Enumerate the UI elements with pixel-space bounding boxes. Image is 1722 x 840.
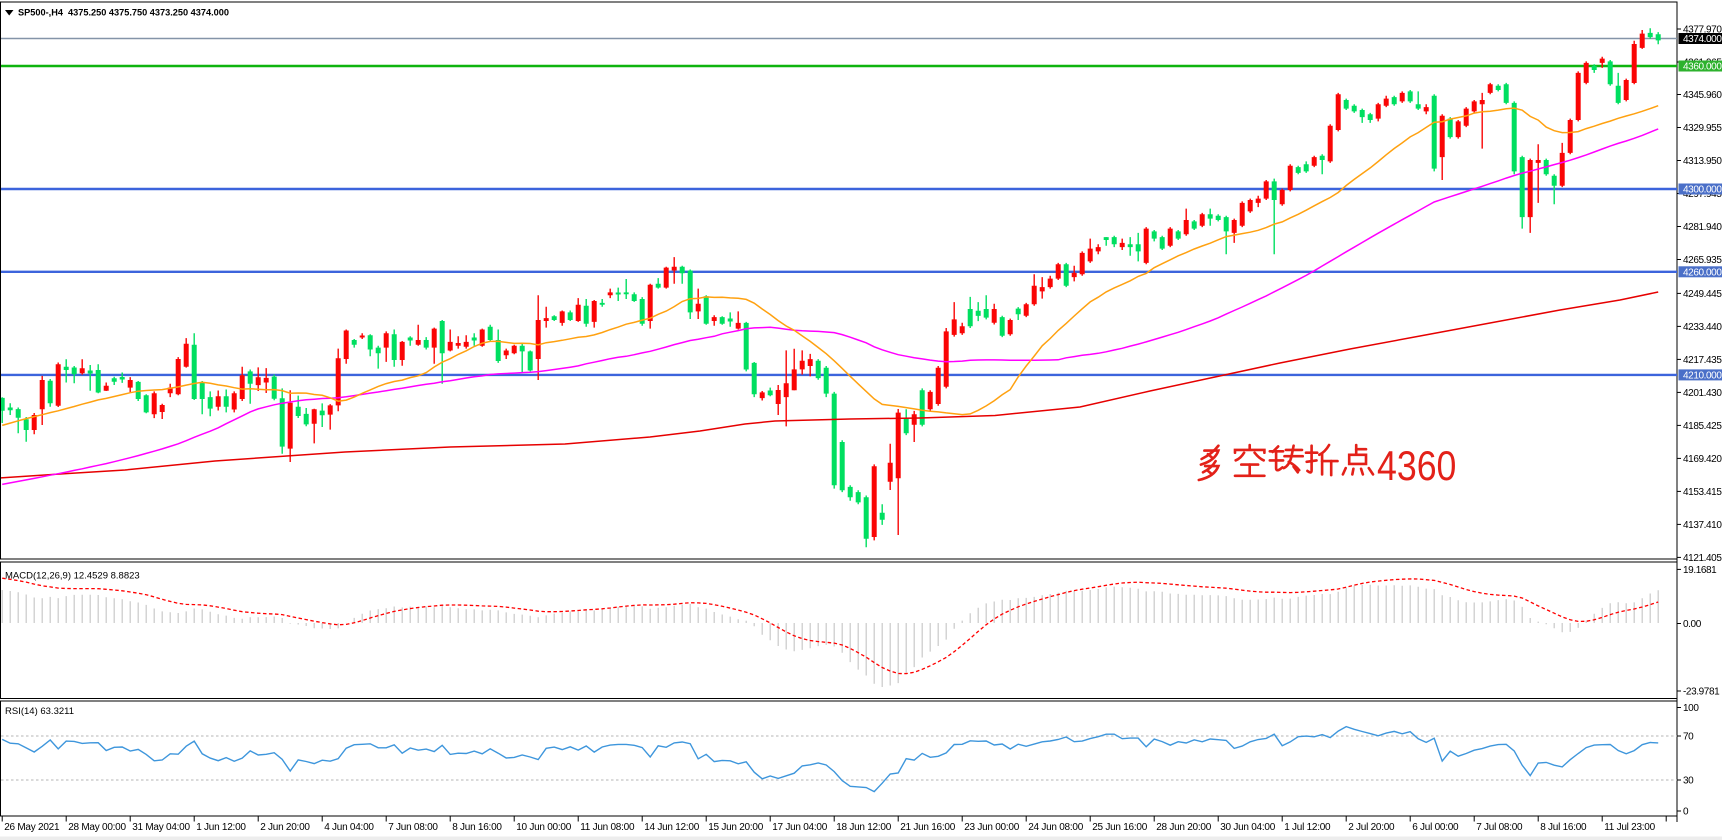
svg-text:25 Jun 16:00: 25 Jun 16:00 (1092, 822, 1148, 833)
svg-text:4265.935: 4265.935 (1683, 255, 1722, 266)
svg-text:28 May 00:00: 28 May 00:00 (68, 822, 126, 833)
svg-text:0.00: 0.00 (1683, 619, 1702, 630)
svg-text:4300.000: 4300.000 (1683, 185, 1722, 196)
svg-text:4249.445: 4249.445 (1683, 289, 1722, 300)
svg-text:4185.425: 4185.425 (1683, 421, 1722, 432)
svg-text:4 Jun 04:00: 4 Jun 04:00 (324, 822, 374, 833)
svg-text:4201.430: 4201.430 (1683, 388, 1722, 399)
svg-text:19.1681: 19.1681 (1683, 565, 1717, 576)
svg-text:4360.000: 4360.000 (1683, 62, 1722, 73)
svg-text:SP500-,H4 4375.250 4375.750 4: SP500-,H4 4375.250 4375.750 4373.250 437… (18, 8, 229, 18)
svg-text:23 Jun 00:00: 23 Jun 00:00 (964, 822, 1020, 833)
svg-text:18 Jun 12:00: 18 Jun 12:00 (836, 822, 892, 833)
svg-text:2 Jul 20:00: 2 Jul 20:00 (1348, 822, 1395, 833)
svg-text:8 Jun 16:00: 8 Jun 16:00 (452, 822, 502, 833)
svg-text:RSI(14) 63.3211: RSI(14) 63.3211 (5, 706, 74, 717)
svg-text:0: 0 (1683, 807, 1689, 818)
svg-text:4217.435: 4217.435 (1683, 355, 1722, 366)
svg-text:15 Jun 20:00: 15 Jun 20:00 (708, 822, 764, 833)
svg-text:1 Jul 12:00: 1 Jul 12:00 (1284, 822, 1331, 833)
svg-text:4233.440: 4233.440 (1683, 322, 1722, 333)
svg-text:4377.970: 4377.970 (1683, 25, 1722, 36)
svg-text:11 Jul 23:00: 11 Jul 23:00 (1604, 822, 1655, 833)
svg-text:4121.405: 4121.405 (1683, 553, 1722, 564)
svg-text:24 Jun 08:00: 24 Jun 08:00 (1028, 822, 1084, 833)
svg-text:4329.955: 4329.955 (1683, 123, 1722, 134)
svg-text:2 Jun 20:00: 2 Jun 20:00 (260, 822, 310, 833)
svg-text:4313.950: 4313.950 (1683, 156, 1722, 167)
svg-text:7 Jul 08:00: 7 Jul 08:00 (1476, 822, 1523, 833)
svg-text:1 Jun 12:00: 1 Jun 12:00 (196, 822, 246, 833)
svg-text:4345.960: 4345.960 (1683, 90, 1722, 101)
svg-text:4260.000: 4260.000 (1683, 267, 1722, 278)
svg-text:17 Jun 04:00: 17 Jun 04:00 (772, 822, 828, 833)
svg-text:14 Jun 12:00: 14 Jun 12:00 (644, 822, 700, 833)
svg-text:28 Jun 20:00: 28 Jun 20:00 (1156, 822, 1212, 833)
svg-text:4374.000: 4374.000 (1683, 34, 1722, 45)
svg-text:6 Jul 00:00: 6 Jul 00:00 (1412, 822, 1459, 833)
svg-text:11 Jun 08:00: 11 Jun 08:00 (580, 822, 635, 833)
svg-text:4297.945: 4297.945 (1683, 189, 1722, 200)
svg-text:30: 30 (1683, 776, 1694, 787)
svg-text:4210.000: 4210.000 (1683, 371, 1722, 382)
svg-text:70: 70 (1683, 732, 1694, 743)
svg-text:4169.420: 4169.420 (1683, 454, 1722, 465)
svg-text:8 Jul 16:00: 8 Jul 16:00 (1540, 822, 1587, 833)
svg-text:21 Jun 16:00: 21 Jun 16:00 (900, 822, 956, 833)
svg-text:7 Jun 08:00: 7 Jun 08:00 (388, 822, 438, 833)
svg-text:4137.410: 4137.410 (1683, 520, 1722, 531)
svg-text:4360: 4360 (1377, 443, 1456, 489)
svg-text:30 Jun 04:00: 30 Jun 04:00 (1220, 822, 1276, 833)
svg-text:100: 100 (1683, 703, 1699, 714)
svg-text:31 May 04:00: 31 May 04:00 (132, 822, 190, 833)
svg-text:26 May 2021: 26 May 2021 (4, 822, 60, 833)
svg-text:4153.415: 4153.415 (1683, 487, 1722, 498)
svg-text:10 Jun 00:00: 10 Jun 00:00 (516, 822, 572, 833)
svg-text:MACD(12,26,9) 12.4529 8.8823: MACD(12,26,9) 12.4529 8.8823 (5, 571, 140, 582)
svg-text:-23.9781: -23.9781 (1683, 687, 1720, 698)
svg-text:4281.940: 4281.940 (1683, 222, 1722, 233)
